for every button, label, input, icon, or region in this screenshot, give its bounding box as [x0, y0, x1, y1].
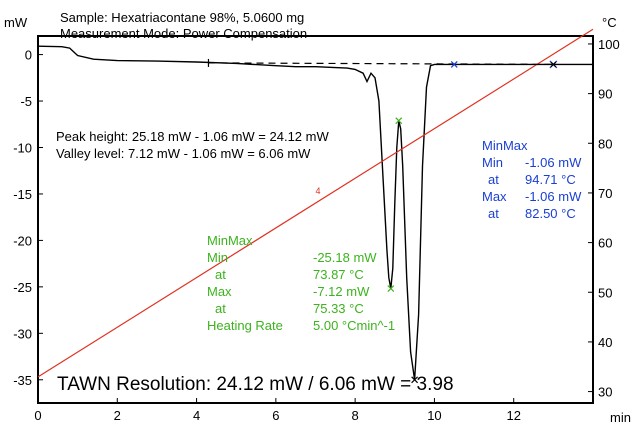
red-marker-label: 4	[316, 186, 321, 196]
y-right-tick-label: 70	[598, 186, 612, 201]
heat-flow-series	[37, 45, 593, 380]
minmax-blue-value-at1: 94.71 °C	[525, 172, 576, 187]
ticks-layer: 0 2 4 6 8 10 12 0 -5 -10 -15 -20 -25 -30 -35 100 90 80 70 6…	[13, 37, 620, 423]
max-green-marker	[395, 117, 403, 125]
series-layer	[37, 28, 594, 380]
minmax-green-title: MinMax	[207, 233, 253, 248]
y-left-tick-label: -20	[13, 233, 32, 248]
min-black-marker	[411, 376, 419, 384]
y-right-unit: °C	[602, 15, 617, 30]
y-right-tick-label: 40	[598, 335, 612, 350]
limit-black-end-marker-stroke	[550, 61, 557, 68]
limit-blue-start-marker	[450, 61, 458, 68]
minmax-blue-value-max: -1.06 mW	[525, 189, 582, 204]
y-left-tick-label: 0	[25, 48, 32, 63]
minmax-blue-title: MinMax	[482, 138, 528, 153]
tawn-resolution: TAWN Resolution: 24.12 mW / 6.06 mW = 3.…	[57, 374, 454, 395]
y-right-tick-label: 100	[598, 37, 620, 52]
y-right-tick-label: 90	[598, 87, 612, 102]
x-tick-label: 12	[506, 408, 520, 423]
y-right-tick-label: 80	[598, 136, 612, 151]
minmax-blue-value-at2: 82.50 °C	[525, 206, 576, 221]
minmax-blue-label-at2: at	[488, 206, 499, 221]
minmax-green-value-max: -7.12 mW	[313, 284, 370, 299]
min-green-marker	[387, 285, 395, 292]
minmax-green-value-at2: 75.33 °C	[313, 301, 364, 316]
min-black-marker-stroke	[411, 376, 419, 384]
minmax-green-value-at1: 73.87 °C	[313, 267, 364, 282]
y-left-tick-label: -25	[13, 280, 32, 295]
x-tick-label: 6	[272, 408, 279, 423]
x-tick-label: 10	[427, 408, 441, 423]
x-tick-label: 0	[34, 408, 41, 423]
limit-blue-start-marker-stroke	[450, 61, 458, 68]
minmax-green-label-rate: Heating Rate	[207, 318, 283, 333]
minmax-blue-label-min: Min	[482, 155, 503, 170]
x-tick-label: 8	[352, 408, 359, 423]
minmax-blue-label-at1: at	[488, 172, 499, 187]
minmax-green-value-rate: 5.00 °Cmin^-1	[313, 318, 395, 333]
title-line-1: Sample: Hexatriacontane 98%, 5.0600 mg	[60, 10, 304, 25]
marker-layer	[207, 58, 558, 384]
title-line-2: Measurement Mode: Power Compensation	[60, 26, 307, 41]
y-left-tick-label: -35	[13, 373, 32, 388]
baseline-series	[208, 62, 554, 65]
plot-frame	[37, 35, 594, 404]
valley-level-annotation: Valley level: 7.12 mW - 1.06 mW = 6.06 m…	[56, 146, 311, 161]
minmax-green-label-min: Min	[207, 250, 228, 265]
minmax-blue-label-max: Max	[482, 189, 507, 204]
temperature-series	[37, 28, 594, 378]
y-left-tick-label: -15	[13, 187, 32, 202]
y-left-tick-label: -30	[13, 326, 32, 341]
max-green-marker-stroke	[395, 117, 403, 125]
minmax-green-label-at1: at	[215, 267, 226, 282]
y-left-tick-label: -10	[13, 140, 32, 155]
y-left-unit: mW	[4, 15, 28, 30]
peak-height-annotation: Peak height: 25.18 mW - 1.06 mW = 24.12 …	[56, 129, 329, 144]
min-green-marker-stroke	[387, 285, 395, 292]
x-tick-label: 2	[114, 408, 121, 423]
minmax-green: MinMax Min -25.18 mW at 73.87 °C Max -7.…	[207, 233, 395, 333]
limit-black-end-marker	[550, 61, 557, 68]
y-right-tick-label: 50	[598, 285, 612, 300]
minmax-blue: MinMax Min -1.06 mW at 94.71 °C Max -1.0…	[482, 138, 582, 221]
minmax-green-label-max: Max	[207, 284, 232, 299]
x-unit: min	[610, 410, 631, 425]
y-right-tick-label: 30	[598, 385, 612, 400]
y-right-tick-label: 60	[598, 236, 612, 251]
minmax-blue-value-min: -1.06 mW	[525, 155, 582, 170]
x-tick-label: 4	[193, 408, 200, 423]
minmax-green-value-min: -25.18 mW	[313, 250, 377, 265]
y-left-tick-label: -5	[20, 94, 32, 109]
minmax-green-label-at2: at	[215, 301, 226, 316]
